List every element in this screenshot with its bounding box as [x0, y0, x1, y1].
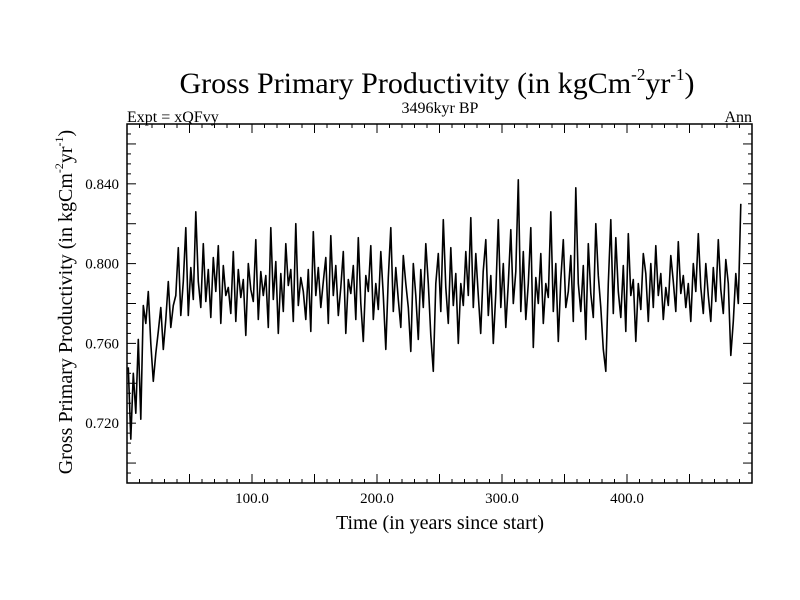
y-tick-label: 0.760	[85, 336, 119, 352]
x-tick-labels: 100.0 200.0 300.0 400.0	[235, 491, 644, 507]
plot-frame	[126, 123, 753, 484]
chart-title-main: Gross Primary Productivity (in kgCm	[180, 67, 632, 100]
y-axis-label-main: Gross Primary Productivity (in kgCm	[55, 173, 77, 475]
chart-title-sup1: -2	[631, 65, 645, 84]
y-axis-label: Gross Primary Productivity (in kgCm-2yr-…	[52, 130, 77, 474]
y-axis-label-end: )	[55, 130, 77, 137]
y-tick-label: 0.720	[85, 416, 119, 432]
y-axis-label-mid: yr	[55, 146, 77, 163]
chart-title-mid: yr	[645, 67, 670, 100]
x-axis-label: Time (in years since start)	[336, 512, 544, 534]
subtitle-left: Expt = xQFvy	[127, 109, 219, 126]
chart-title-sup2: -1	[670, 65, 684, 84]
y-tick-labels: 0.720 0.760 0.800 0.840	[85, 177, 119, 432]
y-tick-label: 0.840	[85, 177, 119, 193]
y-tick-label: 0.800	[85, 257, 119, 273]
subtitle-center: 3496kyr BP	[402, 100, 479, 117]
subtitle-right: Ann	[724, 109, 752, 126]
y-axis-label-sup2: -1	[52, 136, 66, 146]
chart-title-end: )	[685, 67, 695, 100]
x-tick-label: 100.0	[235, 491, 269, 507]
x-tick-label: 400.0	[610, 491, 644, 507]
y-axis-label-sup1: -2	[52, 163, 66, 173]
x-tick-label: 300.0	[485, 491, 519, 507]
chart-title: Gross Primary Productivity (in kgCm-2yr-…	[180, 65, 695, 100]
x-tick-label: 200.0	[360, 491, 394, 507]
gpp-series-line	[127, 179, 742, 440]
